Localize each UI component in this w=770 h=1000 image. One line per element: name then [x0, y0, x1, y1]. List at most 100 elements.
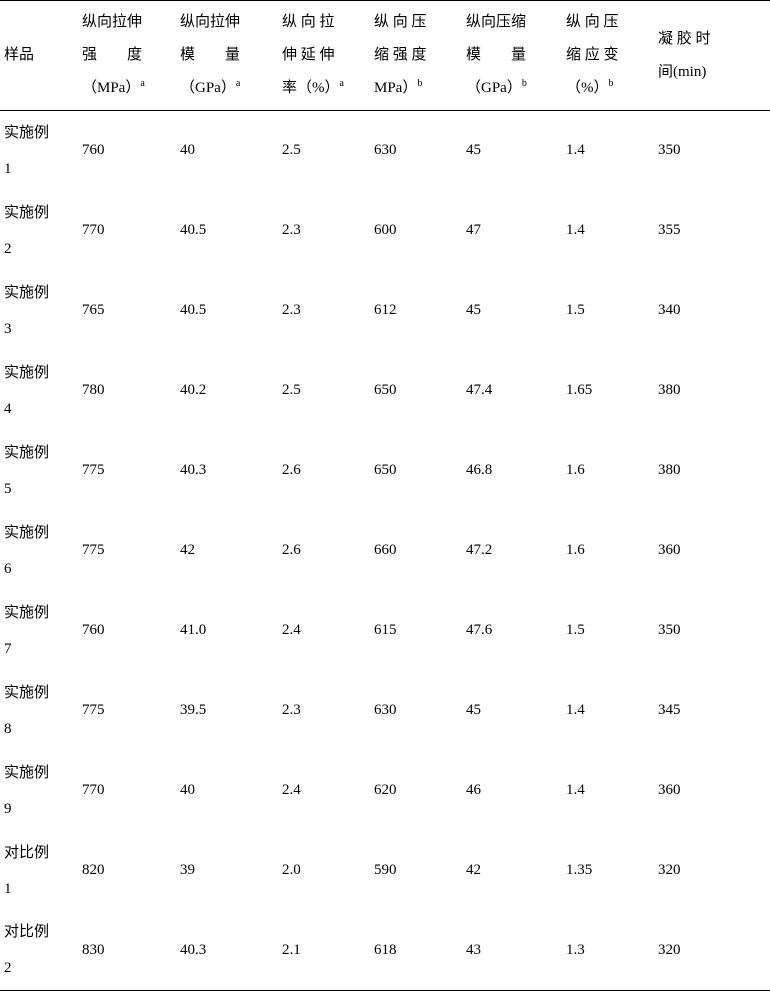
data-cell: 2.3 [278, 191, 370, 271]
data-cell: 40.2 [176, 351, 278, 431]
data-cell: 2.6 [278, 431, 370, 511]
data-cell: 775 [78, 671, 176, 751]
data-cell: 2.3 [278, 671, 370, 751]
table-row: 实施例277040.52.3600471.4355 [0, 191, 770, 271]
sample-label: 对比例 [4, 845, 49, 861]
sample-label: 实施例 [4, 605, 49, 621]
sample-number: 4 [4, 401, 12, 417]
sample-cell: 实施例3 [0, 271, 78, 351]
header-text: 样品 [4, 47, 34, 63]
sample-number: 5 [4, 481, 12, 497]
table-row: 实施例776041.02.461547.61.5350 [0, 591, 770, 671]
header-text: 伸 延 伸 [282, 47, 335, 63]
data-cell: 660 [370, 511, 462, 591]
sample-cell: 对比例 2 [0, 911, 78, 991]
data-cell: 380 [654, 351, 770, 431]
data-cell: 2.0 [278, 831, 370, 911]
table-row: 实施例877539.52.3630451.4345 [0, 671, 770, 751]
data-cell: 320 [654, 831, 770, 911]
data-cell: 1.4 [562, 191, 654, 271]
data-cell: 760 [78, 591, 176, 671]
data-cell: 2.5 [278, 351, 370, 431]
data-cell: 620 [370, 751, 462, 831]
data-cell: 40.3 [176, 431, 278, 511]
header-text: 率（%） [282, 80, 340, 96]
data-cell: 47.4 [462, 351, 562, 431]
data-cell: 320 [654, 911, 770, 991]
data-cell: 1.3 [562, 911, 654, 991]
data-cell: 40.3 [176, 911, 278, 991]
data-cell: 1.4 [562, 751, 654, 831]
sample-cell: 实施例6 [0, 511, 78, 591]
sample-cell: 实施例 7 [0, 591, 78, 671]
data-cell: 2.3 [278, 271, 370, 351]
sample-cell: 实施例1 [0, 111, 78, 191]
col-header-elongation: 纵 向 拉 伸 延 伸 率（%）a [278, 1, 370, 111]
data-cell: 760 [78, 111, 176, 191]
header-text: 强 度 [82, 47, 142, 63]
col-header-tensile-strength: 纵向拉伸 强 度 （MPa）a [78, 1, 176, 111]
data-cell: 1.4 [562, 111, 654, 191]
sample-cell: 实施例9 [0, 751, 78, 831]
header-sup: a [140, 78, 144, 89]
sample-number: 9 [4, 801, 12, 817]
sample-number: 7 [4, 641, 12, 657]
data-cell: 45 [462, 111, 562, 191]
header-text: 缩 应 变 [566, 47, 619, 63]
header-sup: b [417, 78, 422, 89]
sample-number: 8 [4, 721, 12, 737]
data-cell: 820 [78, 831, 176, 911]
data-cell: 47.2 [462, 511, 562, 591]
header-text: 纵向压缩 [466, 14, 526, 30]
data-cell: 770 [78, 191, 176, 271]
table-row: 实施例478040.22.565047.41.65380 [0, 351, 770, 431]
sample-label: 实施例 [4, 445, 49, 461]
data-cell: 43 [462, 911, 562, 991]
data-cell: 40 [176, 751, 278, 831]
data-cell: 1.65 [562, 351, 654, 431]
data-cell: 1.4 [562, 671, 654, 751]
data-cell: 2.4 [278, 751, 370, 831]
header-text: （%） [566, 80, 609, 96]
data-cell: 1.6 [562, 431, 654, 511]
data-cell: 775 [78, 511, 176, 591]
data-cell: 600 [370, 191, 462, 271]
header-sup: b [609, 78, 614, 89]
data-cell: 39 [176, 831, 278, 911]
table-row: 实施例6775422.666047.21.6360 [0, 511, 770, 591]
data-cell: 41.0 [176, 591, 278, 671]
sample-label: 实施例 [4, 525, 49, 541]
sample-number: 3 [4, 321, 12, 337]
data-cell: 2.4 [278, 591, 370, 671]
data-cell: 775 [78, 431, 176, 511]
sample-cell: 对比例 1 [0, 831, 78, 911]
data-cell: 630 [370, 671, 462, 751]
table-body: 实施例1760402.5630451.4350实施例277040.52.3600… [0, 111, 770, 991]
data-cell: 45 [462, 271, 562, 351]
data-cell: 830 [78, 911, 176, 991]
col-header-compressive-strain: 纵 向 压 缩 应 变 （%）b [562, 1, 654, 111]
sample-label: 对比例 [4, 924, 49, 940]
data-cell: 780 [78, 351, 176, 431]
sample-label: 实施例 [4, 205, 49, 221]
header-text: 纵 向 拉 [282, 14, 335, 30]
data-cell: 2.5 [278, 111, 370, 191]
sample-cell: 实施例 8 [0, 671, 78, 751]
sample-number: 2 [4, 241, 12, 257]
data-cell: 590 [370, 831, 462, 911]
header-text: 纵向拉伸 [82, 14, 142, 30]
sample-number: 1 [4, 881, 12, 897]
data-cell: 350 [654, 111, 770, 191]
data-cell: 2.1 [278, 911, 370, 991]
data-cell: 612 [370, 271, 462, 351]
sample-label: 实施例 [4, 685, 49, 701]
sample-number: 2 [4, 960, 12, 976]
data-cell: 345 [654, 671, 770, 751]
data-cell: 1.5 [562, 271, 654, 351]
header-sup: a [340, 78, 344, 89]
data-cell: 380 [654, 431, 770, 511]
data-cell: 615 [370, 591, 462, 671]
header-text: MPa） [374, 80, 417, 96]
data-cell: 360 [654, 511, 770, 591]
data-cell: 47 [462, 191, 562, 271]
